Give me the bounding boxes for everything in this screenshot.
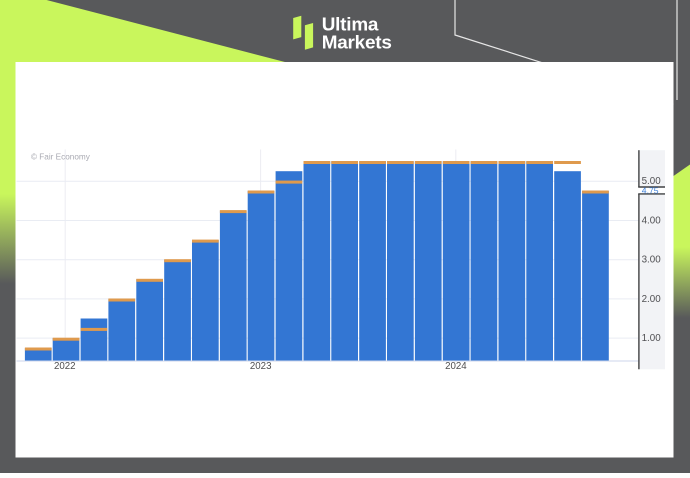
svg-text:2023: 2023 xyxy=(250,361,272,372)
svg-text:2.00: 2.00 xyxy=(642,294,662,305)
svg-text:1.00: 1.00 xyxy=(642,333,662,344)
svg-text:© Fair Economy: © Fair Economy xyxy=(31,152,91,161)
svg-text:2022: 2022 xyxy=(54,361,76,372)
svg-text:4.00: 4.00 xyxy=(642,215,662,226)
svg-text:4.75: 4.75 xyxy=(642,185,659,195)
svg-text:3.00: 3.00 xyxy=(642,255,662,266)
svg-text:2024: 2024 xyxy=(445,361,467,372)
svg-text:Markets: Markets xyxy=(322,33,392,54)
